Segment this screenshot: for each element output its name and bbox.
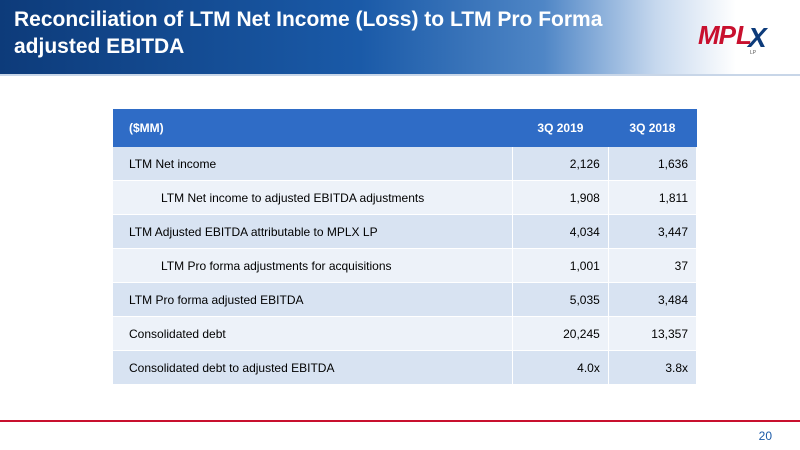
logo-mp: MP — [698, 20, 736, 50]
table-row: LTM Net income to adjusted EBITDA adjust… — [113, 180, 698, 215]
column-header-3q2018: 3Q 2018 — [608, 109, 697, 147]
cell-3q2019: 4,034 — [512, 214, 609, 249]
cell-3q2018: 1,636 — [608, 147, 698, 181]
row-label: LTM Net income — [113, 147, 514, 181]
mplx-logo: MP L X LP — [698, 20, 780, 60]
cell-3q2018: 1,811 — [608, 180, 698, 215]
row-label: Consolidated debt to adjusted EBITDA — [113, 350, 514, 385]
row-label: Consolidated debt — [113, 316, 514, 351]
row-label: LTM Pro forma adjusted EBITDA — [113, 282, 514, 317]
cell-3q2018: 3,484 — [608, 282, 698, 317]
column-header-units: ($MM) — [113, 109, 513, 147]
cell-3q2018: 13,357 — [608, 316, 698, 351]
table-header-row: ($MM) 3Q 2019 3Q 2018 — [113, 109, 697, 147]
cell-3q2018: 3,447 — [608, 214, 698, 249]
column-header-3q2019: 3Q 2019 — [512, 109, 609, 147]
logo-lp: LP — [750, 50, 757, 56]
table-row: LTM Adjusted EBITDA attributable to MPLX… — [113, 214, 698, 249]
logo-l: L — [736, 20, 752, 50]
cell-3q2018: 3.8x — [608, 350, 698, 385]
row-label: LTM Adjusted EBITDA attributable to MPLX… — [113, 214, 514, 249]
footer-divider — [0, 420, 800, 422]
table-row: Consolidated debt to adjusted EBITDA 4.0… — [113, 350, 698, 385]
cell-3q2019: 20,245 — [512, 316, 609, 351]
cell-3q2019: 1,908 — [512, 180, 609, 215]
cell-3q2019: 4.0x — [512, 350, 609, 385]
table-row: Consolidated debt 20,245 13,357 — [113, 316, 698, 351]
row-label: LTM Net income to adjusted EBITDA adjust… — [113, 180, 514, 215]
page-number: 20 — [758, 429, 772, 443]
header-divider — [0, 74, 800, 76]
cell-3q2019: 1,001 — [512, 248, 609, 283]
slide-header: Reconciliation of LTM Net Income (Loss) … — [0, 0, 800, 74]
cell-3q2018: 37 — [608, 248, 698, 283]
row-label: LTM Pro forma adjustments for acquisitio… — [113, 248, 514, 283]
cell-3q2019: 5,035 — [512, 282, 609, 317]
reconciliation-table: ($MM) 3Q 2019 3Q 2018 LTM Net income 2,1… — [113, 109, 698, 385]
logo-x: X — [748, 22, 767, 53]
cell-3q2019: 2,126 — [512, 147, 609, 181]
slide-title: Reconciliation of LTM Net Income (Loss) … — [14, 8, 603, 58]
table-row: LTM Pro forma adjusted EBITDA 5,035 3,48… — [113, 282, 698, 317]
table-row: LTM Net income 2,126 1,636 — [113, 147, 698, 181]
table-row: LTM Pro forma adjustments for acquisitio… — [113, 248, 698, 283]
